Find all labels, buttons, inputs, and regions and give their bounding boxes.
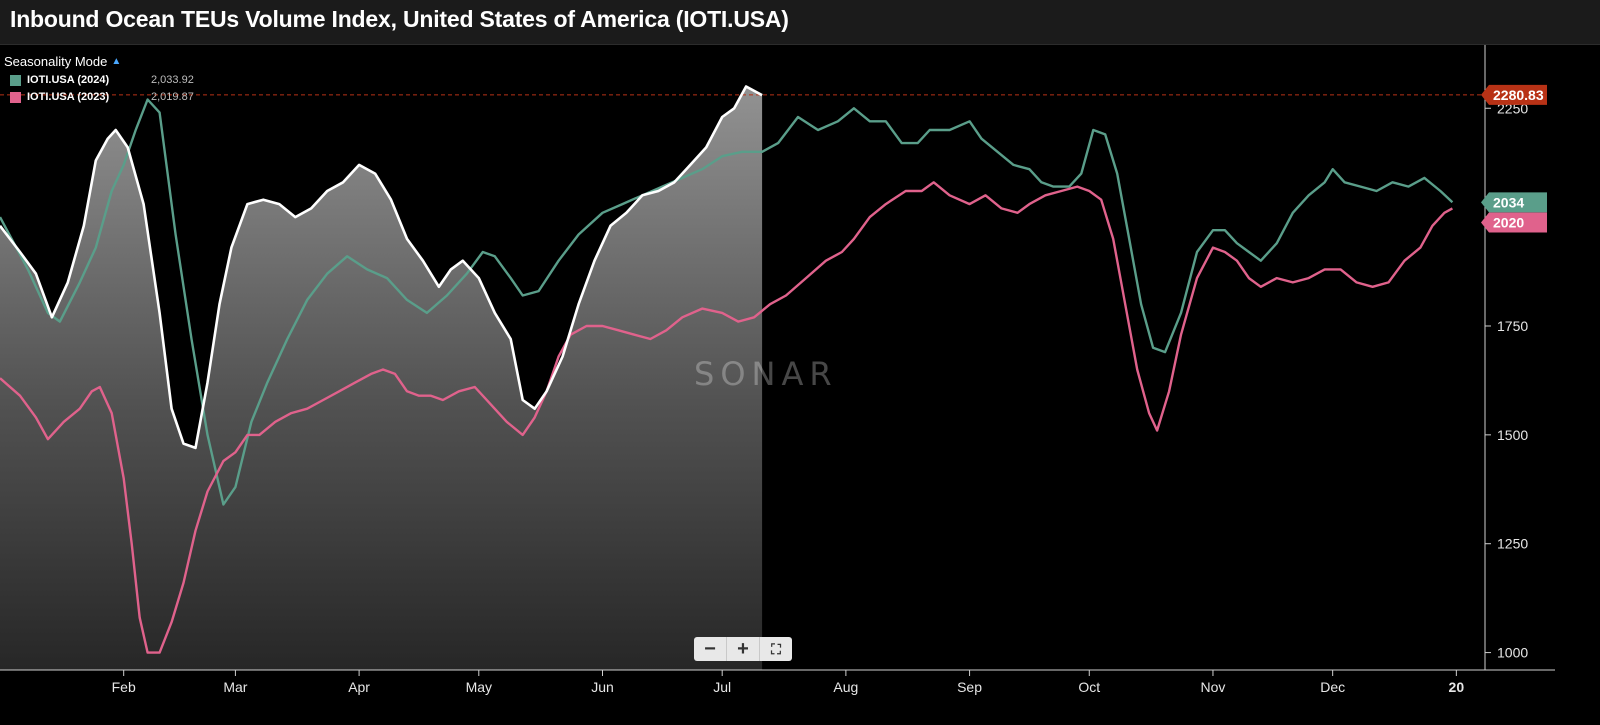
- price-tags-layer: 2280.83 2034 2020: [1481, 84, 1547, 233]
- legend-swatch-2024: [10, 74, 21, 86]
- series-layer: [0, 85, 1454, 654]
- legend-value-2024: 2,033.92: [151, 74, 194, 86]
- y-tick-label: 1750: [1497, 318, 1528, 334]
- price-tag-box: [1481, 84, 1547, 105]
- x-tick-label: Mar: [223, 679, 247, 695]
- series-line-0: [0, 98, 1454, 506]
- legend-label-2023: IOTI.USA (2023): [27, 91, 110, 103]
- legend-value-2023: 2,019.87: [151, 91, 194, 103]
- line-chart[interactable]: 100012501500175020002250FebMarAprMayJunJ…: [0, 45, 1600, 725]
- y-tick-label: 1500: [1497, 427, 1528, 443]
- x-tick-label: Sep: [957, 679, 982, 695]
- price-tag-box: [1481, 192, 1547, 213]
- y-tick-label: 1250: [1497, 536, 1528, 552]
- series-area-fill: [0, 86, 763, 670]
- zoom-in-button[interactable]: +: [727, 637, 760, 661]
- zoom-out-button[interactable]: −: [694, 637, 727, 661]
- legend-item-2023[interactable]: IOTI.USA (2023) 2,019.87: [4, 91, 194, 103]
- seasonality-mode-toggle[interactable]: Seasonality Mode ▲: [4, 54, 194, 69]
- price-tag-label: 2280.83: [1493, 87, 1544, 103]
- x-tick-label: 20: [1449, 679, 1465, 695]
- title-bar: Inbound Ocean TEUs Volume Index, United …: [0, 0, 1600, 45]
- x-tick-label: Nov: [1201, 679, 1226, 695]
- x-tick-label: Dec: [1320, 679, 1345, 695]
- chart-title: Inbound Ocean TEUs Volume Index, United …: [10, 6, 789, 32]
- zoom-controls: − + ⛶: [694, 637, 792, 661]
- price-tag-box: [1481, 212, 1547, 233]
- area-fill-layer: [0, 86, 763, 670]
- price-tag: 2280.83: [1481, 84, 1547, 105]
- x-tick-label: Aug: [833, 679, 858, 695]
- price-tag: 2020: [1481, 212, 1547, 233]
- legend-label-2024: IOTI.USA (2024): [27, 74, 110, 86]
- sonar-watermark: SONAR: [694, 355, 838, 393]
- legend-swatch-2023: [10, 91, 21, 103]
- legend-item-2024[interactable]: IOTI.USA (2024) 2,033.92: [4, 74, 194, 86]
- x-tick-label: Apr: [348, 679, 370, 695]
- x-tick-label: Jun: [591, 679, 614, 695]
- x-tick-label: Oct: [1078, 679, 1100, 695]
- series-line-2: [0, 85, 763, 450]
- x-tick-label: Jul: [713, 679, 731, 695]
- seasonality-mode-label: Seasonality Mode: [4, 54, 108, 69]
- series-line-1: [0, 181, 1453, 654]
- axes-layer: 100012501500175020002250FebMarAprMayJunJ…: [0, 45, 1555, 695]
- x-tick-label: May: [466, 679, 492, 695]
- price-tag-label: 2034: [1493, 194, 1524, 210]
- legend: Seasonality Mode ▲ IOTI.USA (2024) 2,033…: [4, 54, 194, 103]
- y-tick-label: 1000: [1497, 645, 1528, 661]
- price-tag: 2034: [1481, 192, 1547, 213]
- fullscreen-icon[interactable]: ⛶: [771, 640, 781, 657]
- x-tick-label: Feb: [112, 679, 136, 695]
- caret-up-icon: ▲: [111, 56, 122, 67]
- price-tag-label: 2020: [1493, 214, 1524, 230]
